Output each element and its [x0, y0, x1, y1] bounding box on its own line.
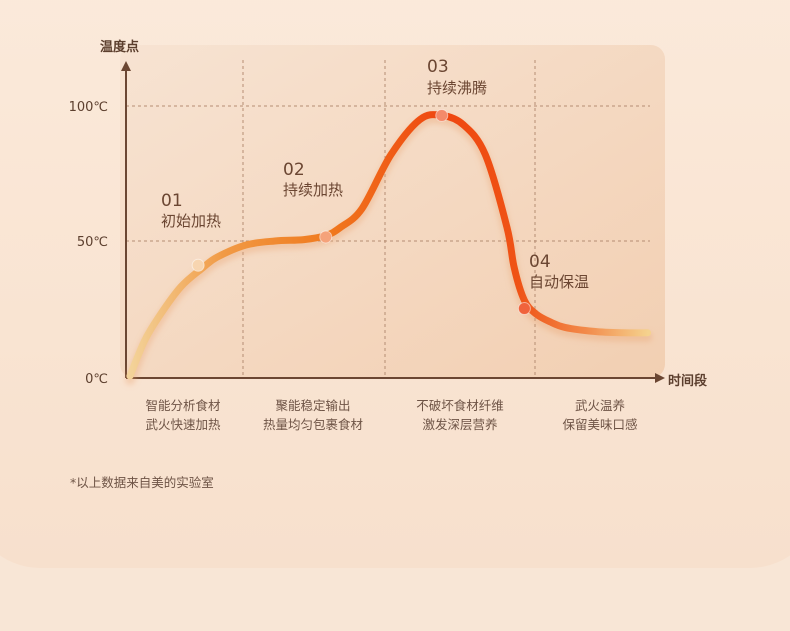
- stage-description-01: 智能分析食材 武火快速加热: [145, 398, 221, 432]
- stage-description-02: 聚能稳定输出 热量均匀包裹食材: [263, 398, 363, 432]
- y-tick-label: 0℃: [85, 372, 108, 387]
- stage-04-number: 04: [529, 252, 551, 272]
- stage-02-title: 持续加热: [283, 181, 343, 199]
- stage-marker-01: [191, 258, 205, 272]
- stage-markers: [191, 108, 531, 315]
- stage-03-number: 03: [427, 57, 449, 77]
- stage-04-title: 自动保温: [529, 273, 589, 291]
- stage-01-desc-line-2: 武火快速加热: [145, 417, 221, 432]
- stage-03-desc-line-1: 不破坏食材纤维: [416, 398, 504, 413]
- stage-01-number: 01: [161, 191, 183, 211]
- y-tick-labels: 0℃ 50℃ 100℃: [69, 100, 108, 387]
- stage-02-number: 02: [283, 160, 305, 180]
- y-tick-label: 100℃: [69, 100, 108, 115]
- stage-label-03: 03 持续沸腾: [427, 57, 487, 97]
- stage-marker-02: [319, 230, 333, 244]
- stage-03-desc-line-2: 激发深层营养: [422, 417, 497, 432]
- y-tick-label: 50℃: [77, 235, 108, 250]
- stage-marker-04: [517, 302, 531, 315]
- stage-04-desc-line-2: 保留美味口感: [562, 417, 637, 432]
- stage-marker-03: [435, 108, 449, 122]
- stage-label-01: 01 初始加热: [161, 191, 221, 230]
- stage-label-04: 04 自动保温: [529, 252, 589, 291]
- footnote: *以上数据来自美的实验室: [70, 475, 214, 490]
- x-axis-title: 时间段: [668, 373, 707, 389]
- stage-03-title: 持续沸腾: [427, 79, 487, 97]
- stage-description-04: 武火温养 保留美味口感: [562, 398, 637, 432]
- y-axis-title: 温度点: [100, 39, 139, 55]
- stage-description-03: 不破坏食材纤维 激发深层营养: [416, 398, 504, 432]
- stage-02-desc-line-1: 聚能稳定输出: [275, 398, 350, 413]
- stage-01-desc-line-1: 智能分析食材: [145, 398, 220, 413]
- gridlines: [126, 60, 650, 378]
- stage-04-desc-line-1: 武火温养: [575, 398, 625, 413]
- stage-label-02: 02 持续加热: [283, 160, 343, 199]
- stage-02-desc-line-2: 热量均匀包裹食材: [263, 417, 363, 432]
- plot-panel: [120, 45, 665, 378]
- stage-01-title: 初始加热: [161, 212, 221, 230]
